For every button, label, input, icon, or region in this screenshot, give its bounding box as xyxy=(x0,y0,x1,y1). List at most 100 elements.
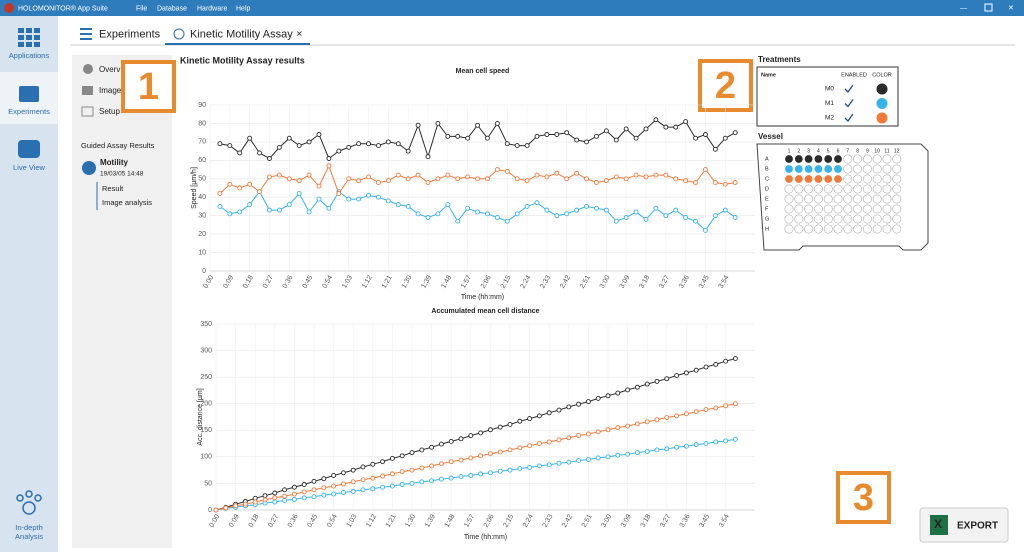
y-tick-label: 50 xyxy=(204,480,212,487)
well xyxy=(872,194,882,204)
well xyxy=(882,154,892,164)
data-point xyxy=(438,461,444,467)
data-point xyxy=(683,370,689,376)
data-point xyxy=(465,205,471,211)
treatment-color[interactable] xyxy=(876,83,888,95)
menu-item[interactable]: Database xyxy=(157,5,187,12)
data-point xyxy=(703,132,708,137)
well xyxy=(794,164,804,174)
data-point xyxy=(237,209,243,215)
plate-col: 8 xyxy=(856,148,859,154)
data-point xyxy=(415,172,421,178)
data-point xyxy=(615,390,621,396)
data-point xyxy=(267,174,272,180)
data-point xyxy=(554,170,560,176)
panel-item[interactable]: Setup xyxy=(99,107,120,116)
data-point xyxy=(723,438,729,444)
data-point xyxy=(585,431,591,437)
data-point xyxy=(257,150,262,156)
data-point xyxy=(316,132,322,137)
well xyxy=(862,174,872,184)
table-header: ENABLED xyxy=(841,72,867,78)
sidebar-item[interactable]: Experiments xyxy=(8,107,50,116)
data-point xyxy=(643,216,649,222)
data-point xyxy=(425,154,431,160)
tab-close[interactable]: ✕ xyxy=(296,30,303,39)
data-point xyxy=(366,192,371,198)
data-point xyxy=(262,493,268,499)
data-point xyxy=(585,399,591,405)
data-point xyxy=(291,496,297,502)
menu-item[interactable]: File xyxy=(136,5,147,12)
sidebar-item[interactable]: Applications xyxy=(9,51,50,60)
well xyxy=(882,164,892,174)
data-point xyxy=(346,176,352,182)
data-point xyxy=(455,176,461,182)
y-tick-label: 20 xyxy=(198,231,206,238)
sidebar-item[interactable]: Live View xyxy=(13,163,46,172)
maximize[interactable] xyxy=(984,3,993,12)
tab[interactable]: Experiments xyxy=(99,28,161,40)
hamburger[interactable] xyxy=(80,28,92,40)
well xyxy=(813,174,823,184)
subitem[interactable]: Image analysis xyxy=(102,198,152,207)
data-point xyxy=(389,471,395,477)
checkbox[interactable] xyxy=(844,84,854,94)
well xyxy=(843,194,853,204)
tab-icon xyxy=(173,28,185,40)
panel-item[interactable]: Images xyxy=(99,86,125,95)
data-point xyxy=(435,211,441,217)
y-tick-label: 250 xyxy=(200,374,212,381)
data-point xyxy=(556,460,562,466)
data-point xyxy=(546,410,552,416)
treatment-color[interactable] xyxy=(876,112,888,124)
data-point xyxy=(584,203,589,209)
data-point xyxy=(527,465,533,470)
well xyxy=(892,194,902,204)
minimize[interactable]: — xyxy=(960,5,967,12)
plate-col: 12 xyxy=(894,148,900,154)
data-point xyxy=(703,227,708,233)
well xyxy=(804,194,814,204)
well xyxy=(843,164,853,174)
data-point xyxy=(223,505,229,511)
well xyxy=(892,214,902,224)
title-bar xyxy=(0,0,1024,16)
well xyxy=(853,214,863,224)
data-point xyxy=(429,444,435,450)
data-point xyxy=(380,473,386,479)
well xyxy=(813,184,823,194)
data-point xyxy=(595,429,601,435)
treatment-color[interactable] xyxy=(876,98,888,109)
checkbox[interactable] xyxy=(844,113,854,123)
data-point xyxy=(217,141,223,147)
data-point xyxy=(415,211,421,217)
overview-icon xyxy=(83,64,93,74)
data-point xyxy=(301,489,307,495)
data-point xyxy=(613,174,619,180)
data-point xyxy=(693,218,698,224)
tab[interactable]: Kinetic Motility Assay xyxy=(190,28,293,40)
sidebar-item[interactable]: In-depth Analysis xyxy=(15,523,43,541)
well xyxy=(784,224,794,234)
data-point xyxy=(623,176,629,182)
checkbox[interactable] xyxy=(844,98,854,109)
menu-item[interactable]: Hardware xyxy=(197,5,227,12)
close[interactable]: ✕ xyxy=(1008,5,1014,12)
well xyxy=(892,164,902,174)
well xyxy=(794,204,804,214)
menu-item[interactable]: Help xyxy=(236,5,251,12)
well xyxy=(823,174,833,184)
data-point xyxy=(595,395,601,401)
plate-row: G xyxy=(765,216,769,222)
well xyxy=(882,224,892,234)
assay-name[interactable]: Motility xyxy=(100,158,129,167)
data-point xyxy=(385,178,391,184)
data-point xyxy=(494,120,500,126)
data-point xyxy=(514,143,520,149)
panel-item[interactable]: Overv xyxy=(99,65,120,74)
subitem[interactable]: Result xyxy=(102,184,124,193)
data-point xyxy=(326,163,332,169)
data-point xyxy=(605,454,611,460)
